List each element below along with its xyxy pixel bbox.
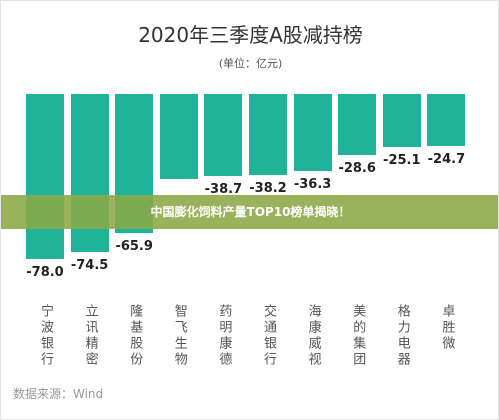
- value-label: -65.9: [115, 239, 153, 255]
- x-tick-label: 格力电器: [394, 304, 410, 368]
- bar: [382, 94, 421, 148]
- bar: [293, 94, 332, 171]
- bar: [427, 94, 466, 147]
- value-label: -78.0: [26, 265, 64, 280]
- chart-subtitle: (单位：亿元): [218, 57, 283, 70]
- x-tick-label: 美的集团: [350, 304, 366, 368]
- x-tick-label: 隆基股份: [127, 304, 143, 368]
- chart-title: 2020年三季度A股减持榜: [138, 23, 363, 47]
- bar: [26, 94, 64, 259]
- x-tick-label: 药明康德: [216, 304, 232, 368]
- bar: [249, 94, 287, 175]
- x-tick-label: 卓胜微: [439, 304, 455, 352]
- value-label: -25.1: [383, 153, 421, 169]
- bar: [159, 94, 198, 179]
- value-label: -36.3: [293, 176, 332, 192]
- x-tick-label: 海康威视: [305, 304, 321, 368]
- value-label: -38.7: [204, 181, 243, 197]
- source-note: 数据来源：Wind: [13, 387, 104, 401]
- value-label: -74.5: [70, 257, 109, 273]
- x-tick-label: 交通银行: [261, 304, 276, 368]
- x-tick-label: 宁波银行: [38, 304, 53, 368]
- value-label: -28.6: [338, 160, 376, 176]
- x-tick-label: 智飞生物: [171, 304, 187, 368]
- value-label: -24.7: [427, 152, 466, 168]
- x-tick-label: 立讯精密: [82, 304, 98, 368]
- bar: [338, 94, 377, 155]
- bar: [204, 94, 243, 176]
- banner: 中国膨化饲料产量TOP10榜单揭晓！: [1, 195, 498, 229]
- value-label: -38.2: [249, 180, 287, 196]
